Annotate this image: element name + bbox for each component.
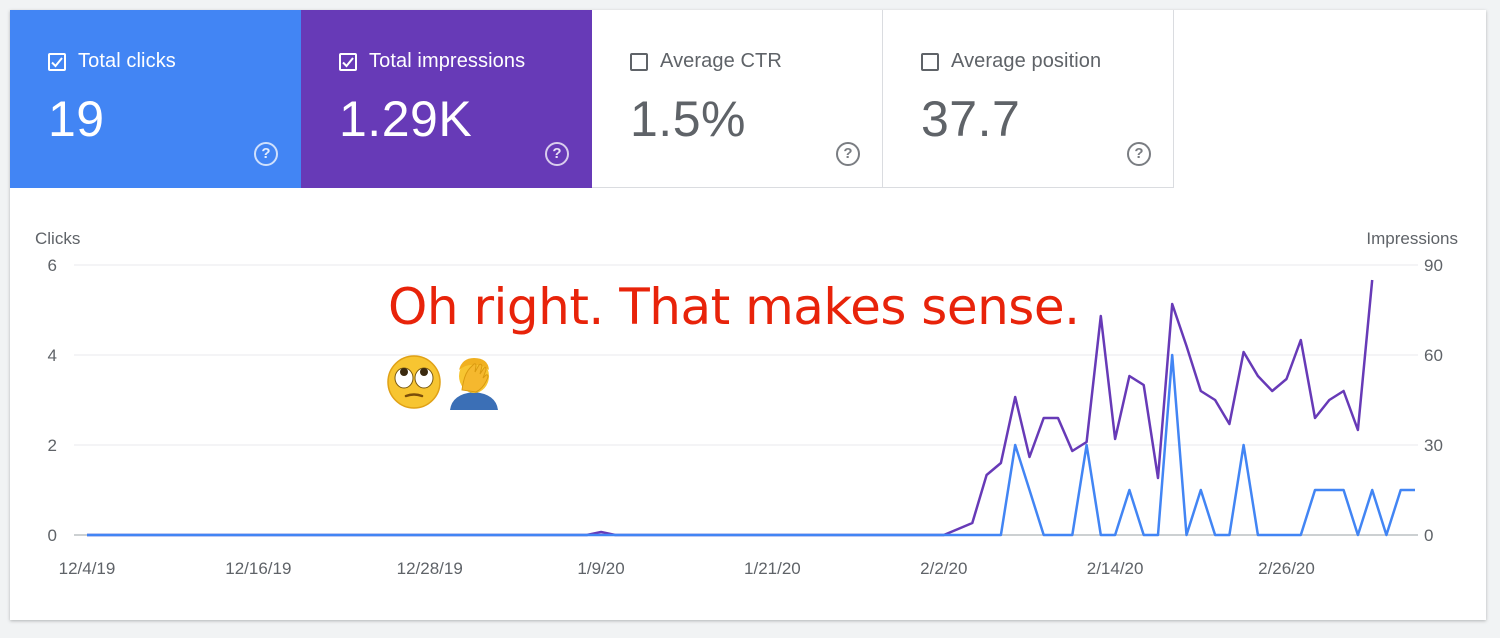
- x-axis-ticks: 12/4/19 12/16/19 12/28/19 1/9/20 1/21/20 2/2/…: [59, 559, 1315, 578]
- total-clicks-tile[interactable]: Total clicks 19 ?: [10, 10, 301, 188]
- average-position-tile[interactable]: Average position 37.7 ?: [883, 10, 1174, 188]
- help-icon[interactable]: ?: [545, 142, 569, 166]
- help-icon[interactable]: ?: [836, 142, 860, 166]
- metric-label: Average CTR: [660, 50, 782, 72]
- series-lines: [87, 279, 1415, 537]
- metric-tiles: Total clicks 19 ? Total impressions 1.29…: [10, 10, 1174, 188]
- checkbox-unchecked-icon[interactable]: [630, 52, 648, 71]
- x-tick: 1/21/20: [744, 559, 801, 578]
- metric-header: Total clicks: [48, 50, 176, 73]
- x-tick: 12/28/19: [397, 559, 463, 578]
- y-axis-left-title: Clicks: [35, 229, 80, 248]
- x-tick: 2/2/20: [920, 559, 967, 578]
- metric-header: Average CTR: [630, 50, 782, 73]
- metric-value: 19: [48, 91, 105, 147]
- checkbox-unchecked-icon[interactable]: [921, 52, 939, 71]
- y-tick-right: 0: [1424, 526, 1433, 545]
- y-tick-right: 60: [1424, 346, 1443, 365]
- y-axis-right-ticks: 0 30 60 90: [1424, 256, 1443, 545]
- checkbox-checked-icon[interactable]: [48, 52, 66, 71]
- annotation-text: Oh right. That makes sense.: [388, 278, 1080, 336]
- performance-card: Total clicks 19 ? Total impressions 1.29…: [10, 10, 1486, 620]
- face-with-rolling-eyes-icon: [387, 355, 441, 409]
- metric-label: Average position: [951, 50, 1102, 72]
- metric-value: 37.7: [921, 91, 1021, 147]
- help-icon[interactable]: ?: [254, 142, 278, 166]
- metric-label: Total impressions: [369, 50, 526, 72]
- x-tick: 1/9/20: [577, 559, 624, 578]
- x-tick: 2/14/20: [1087, 559, 1144, 578]
- metric-value: 1.5%: [630, 91, 746, 147]
- help-icon[interactable]: ?: [1127, 142, 1151, 166]
- total-impressions-tile[interactable]: Total impressions 1.29K ?: [301, 10, 592, 188]
- metric-header: Average position: [921, 50, 1101, 73]
- y-tick-left: 4: [48, 346, 57, 365]
- checkbox-checked-icon[interactable]: [339, 52, 357, 71]
- metric-header: Total impressions: [339, 50, 525, 73]
- annotation-emojis: [386, 354, 502, 410]
- metric-label: Total clicks: [78, 50, 176, 72]
- y-tick-left: 2: [48, 436, 57, 455]
- series-line-clicks: [87, 353, 1415, 537]
- y-tick-left: 0: [48, 526, 57, 545]
- y-tick-right: 30: [1424, 436, 1443, 455]
- y-axis-right-title: Impressions: [1366, 229, 1458, 248]
- y-tick-left: 6: [48, 256, 57, 275]
- metric-value: 1.29K: [339, 91, 473, 147]
- x-tick: 12/4/19: [59, 559, 116, 578]
- x-tick: 12/16/19: [225, 559, 291, 578]
- x-tick: 2/26/20: [1258, 559, 1315, 578]
- person-facepalming-icon: [450, 358, 498, 410]
- y-axis-left-ticks: 0 2 4 6: [48, 256, 57, 545]
- average-ctr-tile[interactable]: Average CTR 1.5% ?: [592, 10, 883, 188]
- y-tick-right: 90: [1424, 256, 1443, 275]
